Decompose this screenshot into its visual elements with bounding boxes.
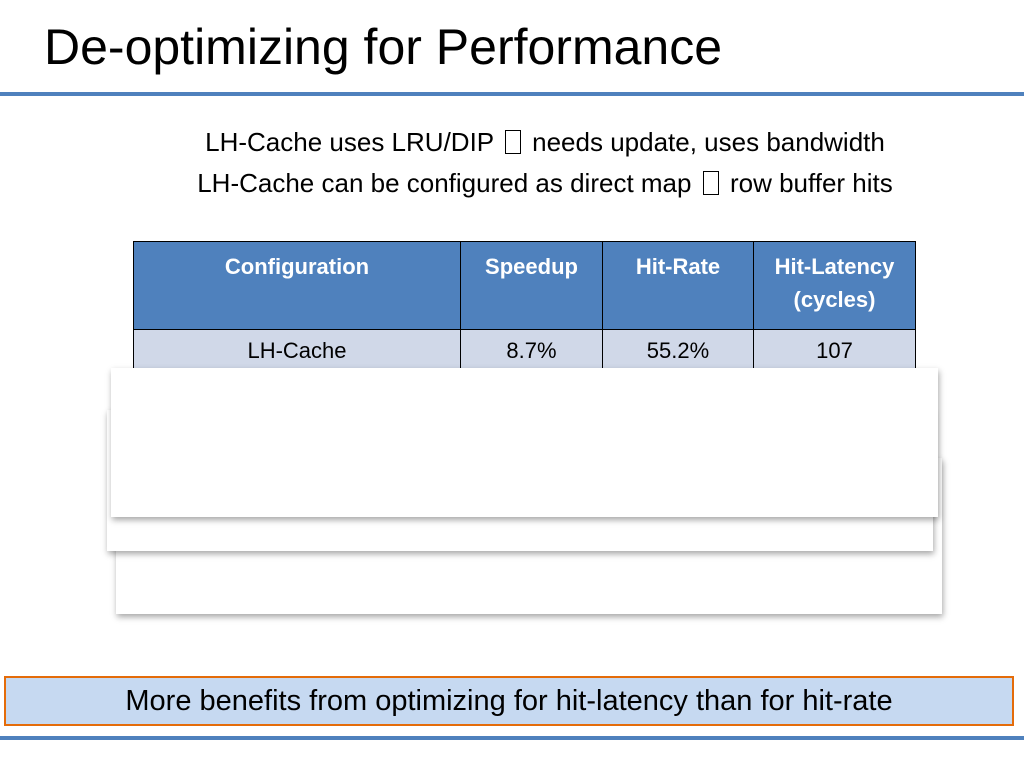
table-row: LH-Cache 8.7% 55.2% 107 [133,329,916,373]
bullet-text: row buffer hits [729,168,893,198]
missing-glyph-icon [504,130,521,154]
overlay-card-front [111,368,938,517]
slide-title: De-optimizing for Performance [44,19,723,75]
cell-hit-latency: 107 [753,329,916,373]
header-speedup: Speedup [460,241,603,330]
header-hit-rate: Hit-Rate [602,241,754,330]
header-hit-latency: Hit-Latency (cycles) [753,241,916,330]
bullet-item: LH-Cache can be configured as direct map… [100,163,990,204]
header-configuration: Configuration [133,241,461,330]
cell-speedup: 8.7% [460,329,603,373]
footer-divider [0,736,1024,740]
bullet-item: LH-Cache uses LRU/DIP needs update, uses… [100,122,990,163]
header-hit-latency-line2: (cycles) [793,287,876,312]
cell-configuration: LH-Cache [133,329,461,373]
conclusion-callout: More benefits from optimizing for hit-la… [4,676,1014,726]
bullet-text: needs update, uses bandwidth [532,127,885,157]
title-divider [0,92,1024,96]
cell-hit-rate: 55.2% [602,329,754,373]
bullet-text: LH-Cache uses LRU/DIP [205,127,494,157]
header-hit-latency-line1: Hit-Latency [774,254,895,279]
bullet-text: LH-Cache can be configured as direct map [197,168,692,198]
configuration-table: Configuration Speedup Hit-Rate Hit-Laten… [133,241,916,373]
table-header-row: Configuration Speedup Hit-Rate Hit-Laten… [133,241,916,330]
missing-glyph-icon [702,171,719,195]
bullet-list: LH-Cache uses LRU/DIP needs update, uses… [100,122,990,204]
